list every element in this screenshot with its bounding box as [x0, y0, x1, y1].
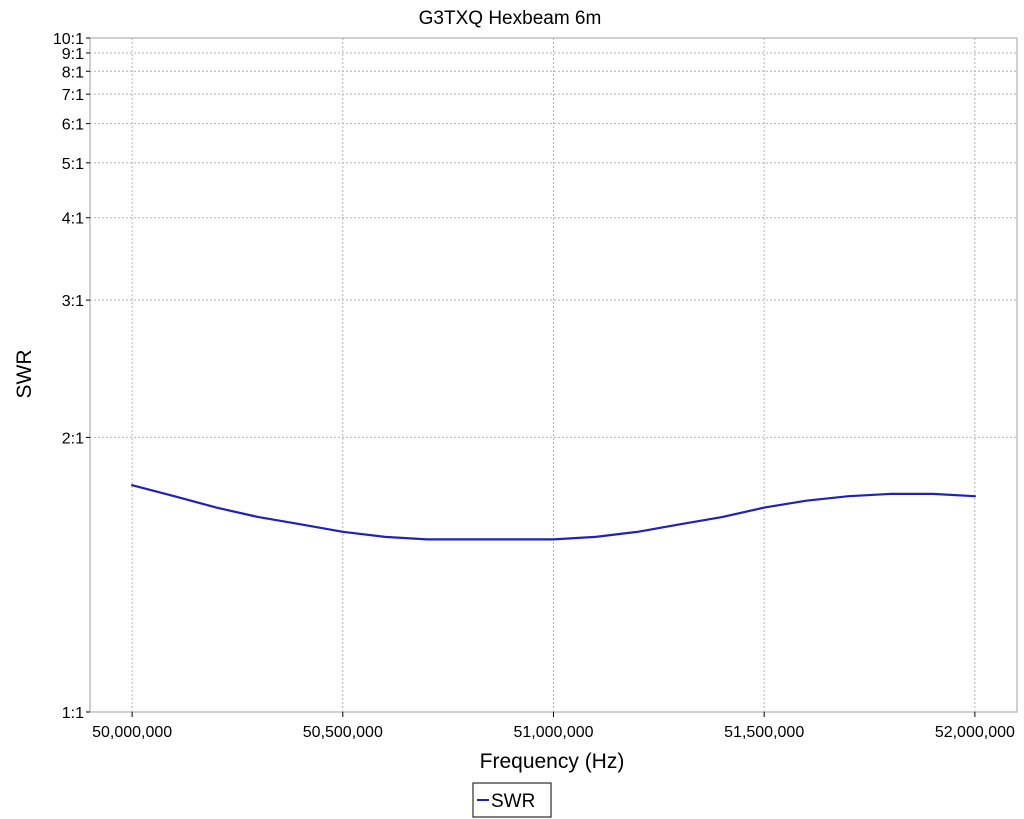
- y-axis-ticks: 1:1 2:1 3:1 4:1 5:1 6:1 7:1 8:19:110:1: [53, 31, 90, 722]
- y-tick-label: 9:1: [62, 46, 84, 63]
- x-tick-label: 50,500,000: [303, 724, 383, 741]
- legend-label: SWR: [491, 791, 535, 812]
- legend: SWR: [472, 782, 552, 818]
- series-layer: [131, 484, 977, 541]
- y-tick-label: 6:1: [62, 117, 84, 134]
- x-tick-label: 51,500,000: [724, 724, 804, 741]
- x-axis-ticks: 50,000,000 50,500,000 51,000,000 51,500,000…: [92, 712, 1015, 741]
- y-tick-label: 8:1: [62, 64, 84, 81]
- y-tick-label: 4:1: [62, 211, 84, 228]
- x-tick-label: 52,000,000: [935, 724, 1015, 741]
- y-axis-title: SWR: [13, 350, 36, 399]
- y-tick-label: 3:1: [62, 293, 84, 310]
- x-tick-label: 51,000,000: [513, 724, 593, 741]
- grid: [90, 38, 1017, 712]
- y-tick-label: 5:1: [62, 156, 84, 173]
- chart-title: G3TXQ Hexbeam 6m: [419, 8, 602, 29]
- series-line-swr: [131, 484, 977, 541]
- y-tick-label: 7:1: [62, 87, 84, 104]
- x-tick-label: 50,000,000: [92, 724, 172, 741]
- y-tick-label: 10:1: [53, 31, 84, 48]
- x-axis-title: Frequency (Hz): [480, 750, 625, 773]
- y-tick-label: 2:1: [62, 430, 84, 447]
- y-tick-label: 1:1: [62, 705, 84, 722]
